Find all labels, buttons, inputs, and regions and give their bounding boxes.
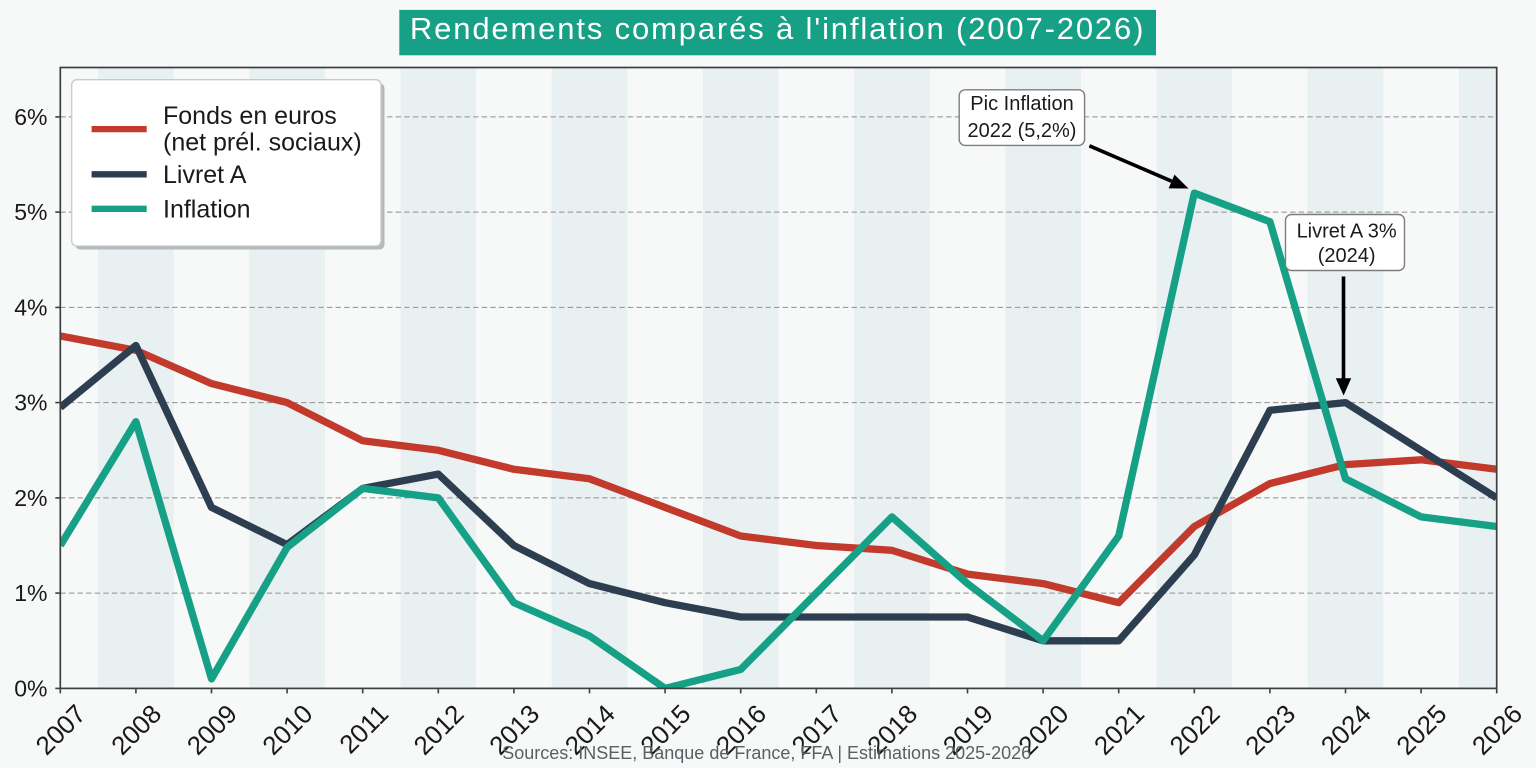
svg-text:3%: 3% (14, 390, 47, 416)
svg-text:6%: 6% (14, 104, 47, 130)
svg-text:4%: 4% (14, 294, 47, 320)
svg-text:5%: 5% (14, 199, 47, 225)
svg-text:(net prél. sociaux): (net prél. sociaux) (163, 129, 362, 157)
svg-text:Sources: INSEE, Banque de Fran: Sources: INSEE, Banque de France, FFA | … (502, 743, 1031, 763)
svg-text:Rendements comparés à l'inflat: Rendements comparés à l'inflation (2007-… (410, 11, 1145, 46)
svg-text:(2024): (2024) (1318, 245, 1376, 267)
svg-text:Inflation: Inflation (163, 196, 251, 224)
svg-text:0%: 0% (14, 675, 47, 701)
svg-text:Livret A 3%: Livret A 3% (1297, 221, 1397, 243)
svg-text:1%: 1% (14, 580, 47, 606)
svg-text:Fonds en euros: Fonds en euros (163, 102, 337, 130)
svg-text:2%: 2% (14, 485, 47, 511)
svg-text:2022 (5,2%): 2022 (5,2%) (968, 120, 1077, 142)
svg-text:Livret A: Livret A (163, 161, 247, 189)
svg-text:Pic Inflation: Pic Inflation (970, 93, 1073, 115)
